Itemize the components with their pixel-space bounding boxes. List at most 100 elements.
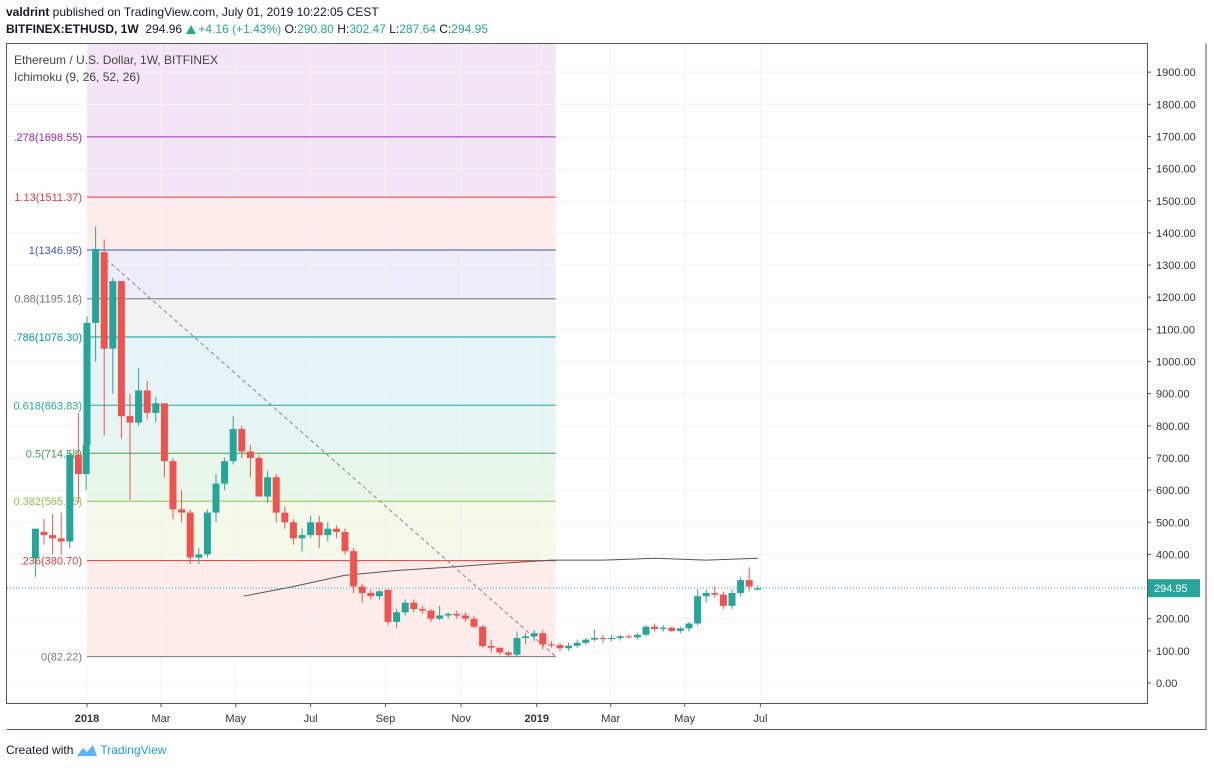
candle-body [82, 445, 90, 475]
candle-body [195, 554, 203, 558]
y-tick-label: 1800.00 [1156, 99, 1196, 111]
tradingview-link[interactable]: TradingView [100, 743, 167, 757]
plot-border [6, 43, 1148, 704]
candle-body [221, 461, 229, 484]
candle-body [410, 602, 418, 610]
candle-body [625, 636, 633, 638]
x-tick-label: Mar [151, 713, 170, 725]
fib-zone-9 [87, 560, 556, 657]
x-tick-label: Mar [601, 713, 620, 725]
candle [616, 634, 624, 641]
candle [264, 470, 272, 503]
price-change: +4.16 (+1.43%) [198, 22, 282, 36]
candle [676, 626, 684, 634]
y-tick-label: 500.00 [1156, 517, 1190, 529]
candle [315, 515, 323, 548]
fib-label-3: 0.88(1195.18) [14, 294, 82, 306]
candle-body [633, 634, 641, 638]
candle [332, 525, 340, 539]
candle [31, 528, 39, 577]
x-tick-label: Sep [376, 713, 396, 725]
quote-header: BITFINEX:ETHUSD, 1W 294.96 +4.16 (+1.43%… [6, 22, 488, 36]
candle [281, 506, 289, 529]
fib-label-4: .786(1076.30) [14, 332, 83, 344]
candle-body [719, 594, 727, 606]
tradingview-logo-icon [77, 745, 98, 756]
footer: Created with TradingView [6, 743, 166, 757]
publish-header: valdrint published on TradingView.com, J… [6, 5, 379, 19]
candle-body [100, 252, 108, 349]
y-tick-label: 600.00 [1156, 485, 1190, 497]
candle-body [40, 531, 48, 536]
high-value: 302.47 [349, 22, 386, 36]
candle [82, 438, 90, 491]
candle [496, 647, 504, 655]
publish-info: published on TradingView.com, July 01, 2… [49, 5, 379, 19]
fib-label-0: .278(1698.55) [14, 132, 83, 144]
last-price-badge [1148, 579, 1200, 598]
candle [522, 633, 530, 645]
x-tick-label: Jul [304, 713, 318, 725]
candles [31, 226, 762, 657]
candle-body [135, 390, 143, 423]
candle [504, 650, 512, 657]
x-tick-label: May [674, 713, 695, 725]
fib-label-6: 0.5(714.58) [26, 448, 82, 460]
candle [694, 589, 702, 626]
candle-body [307, 522, 315, 536]
candle [410, 599, 418, 613]
trendline [95, 249, 557, 657]
candle-body [530, 633, 538, 637]
candle-body [143, 390, 151, 413]
low-label: L: [389, 22, 400, 36]
low-value: 287.64 [399, 22, 436, 36]
candle [66, 451, 74, 548]
candle [427, 609, 435, 622]
candle-body [668, 627, 676, 631]
author-name[interactable]: valdrint [6, 5, 50, 19]
candle-body [599, 637, 607, 639]
candle [547, 641, 555, 648]
candle-body [186, 512, 194, 558]
candle-body [608, 637, 616, 639]
candle-body [246, 451, 254, 458]
candle [358, 583, 366, 603]
candle [453, 610, 461, 619]
candle-body [582, 639, 590, 643]
candle-body [401, 602, 409, 613]
fib-label-5: 0.618(863.83) [14, 400, 83, 412]
candle [49, 514, 57, 555]
candle [324, 522, 332, 542]
candle [642, 625, 650, 637]
candle-body [728, 592, 736, 606]
candle [659, 625, 667, 632]
candle [573, 639, 581, 648]
candle [367, 589, 375, 600]
y-tick-label: 1100.00 [1156, 324, 1195, 336]
candle-body [539, 633, 547, 645]
y-tick-label: 1300.00 [1156, 260, 1196, 272]
candle [298, 528, 306, 552]
candle-body [651, 626, 659, 629]
candle [375, 589, 383, 600]
candle-body [126, 416, 134, 423]
candle [221, 457, 229, 491]
candle [702, 589, 710, 603]
candle-body [676, 628, 684, 631]
y-tick-label: 200.00 [1156, 614, 1190, 626]
candle [92, 226, 100, 362]
candle-body [358, 586, 366, 593]
candle-body [49, 535, 57, 539]
candle [556, 642, 564, 651]
candle-body [332, 528, 340, 532]
candle [728, 589, 736, 610]
candle [186, 509, 194, 565]
fib-label-1: 1.13(1511.37) [14, 192, 82, 204]
open-value: 290.80 [297, 22, 334, 36]
x-tick-label: 2019 [525, 713, 549, 725]
candle [307, 515, 315, 539]
candle [711, 586, 719, 598]
candle [685, 621, 693, 632]
candle [341, 528, 349, 555]
